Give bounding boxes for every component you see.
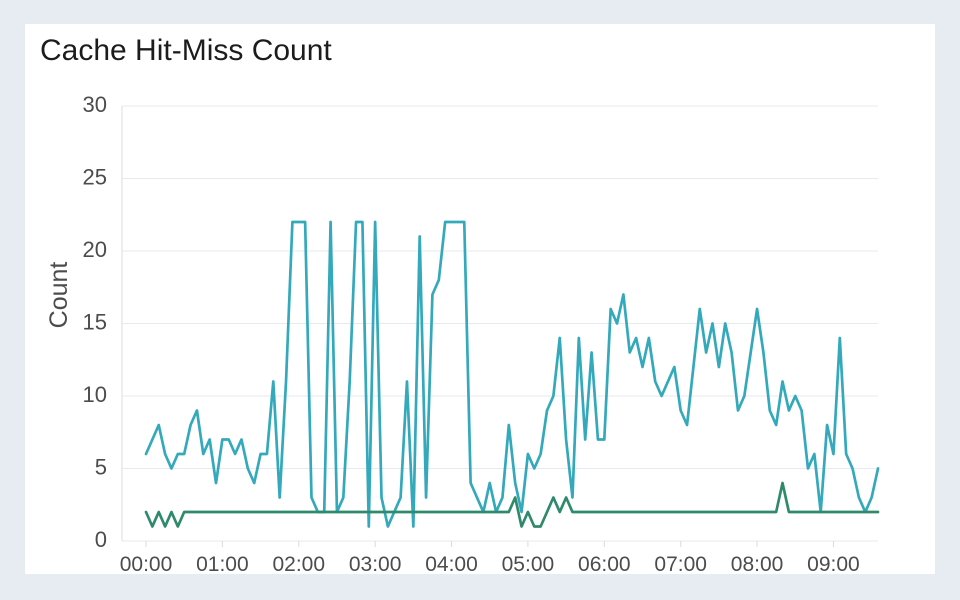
svg-text:15: 15 (83, 310, 107, 335)
svg-text:10: 10 (83, 382, 107, 407)
svg-text:08:00: 08:00 (731, 553, 784, 574)
svg-text:06:00: 06:00 (578, 553, 631, 574)
svg-text:02:00: 02:00 (272, 553, 325, 574)
svg-text:03:00: 03:00 (349, 553, 402, 574)
svg-text:20: 20 (83, 237, 107, 262)
svg-text:0: 0 (95, 527, 107, 552)
svg-text:01:00: 01:00 (196, 553, 249, 574)
svg-text:00:00: 00:00 (120, 553, 173, 574)
svg-text:5: 5 (95, 455, 107, 480)
svg-text:07:00: 07:00 (654, 553, 707, 574)
svg-text:25: 25 (83, 165, 107, 190)
svg-text:09:00: 09:00 (807, 553, 860, 574)
svg-text:05:00: 05:00 (502, 553, 555, 574)
svg-text:04:00: 04:00 (425, 553, 478, 574)
svg-text:30: 30 (83, 92, 107, 117)
